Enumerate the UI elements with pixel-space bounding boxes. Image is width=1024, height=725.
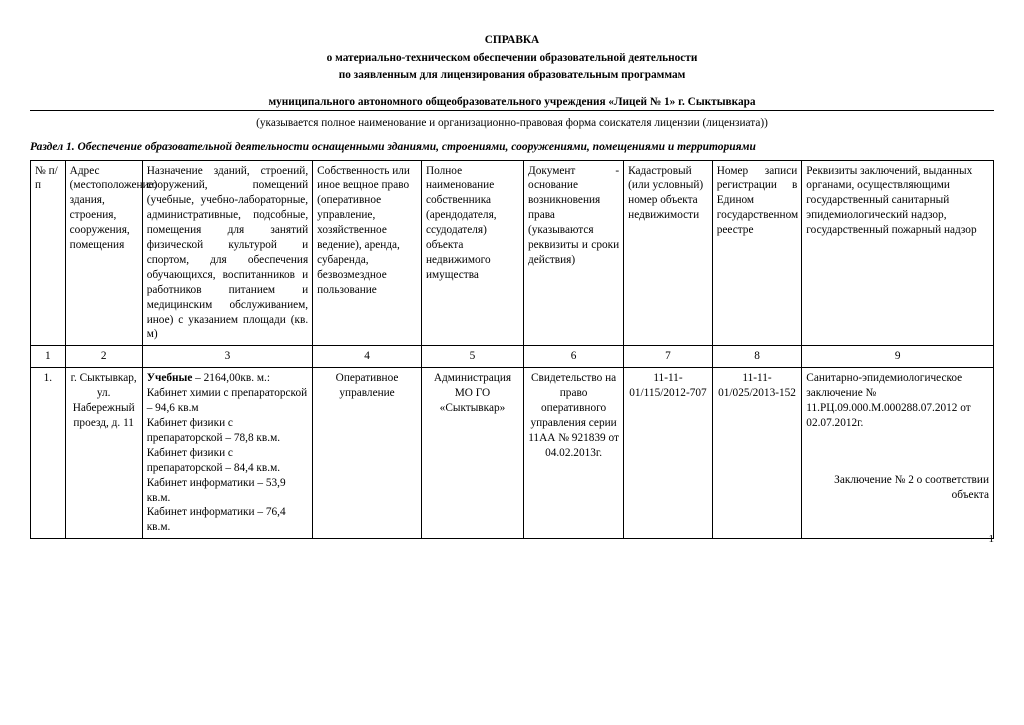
table-header-row: № п/п Адрес (местоположение) здания, стр…: [31, 160, 994, 346]
number-cell: 1: [31, 346, 66, 368]
data-cell: Свидетельство на право оперативного упра…: [524, 368, 624, 539]
table-data-row: 1. г. Сыктывкар, ул. Набережный проезд, …: [31, 368, 994, 539]
section-heading: Раздел 1. Обеспечение образовательной де…: [30, 141, 994, 153]
data-cell-c2: Учебные – 2164,00кв. м.:Кабинет химии с …: [142, 368, 312, 539]
data-cell: 1.: [31, 368, 66, 539]
data-cell: г. Сыктывкар, ул. Набережный проезд, д. …: [65, 368, 142, 539]
header-cell: Реквизиты заключений, выданных органами,…: [802, 160, 994, 346]
data-cell: 11-11-01/025/2013-152: [712, 368, 802, 539]
number-cell: 7: [624, 346, 713, 368]
data-cell: 11-11-01/115/2012-707: [624, 368, 713, 539]
c8-spacer: [806, 431, 989, 473]
title-line-2: о материально-техническом обеспечении об…: [30, 50, 994, 68]
c8-top: Санитарно-эпидемиологическое заключение …: [806, 371, 989, 431]
page-number: 1: [989, 533, 995, 545]
org-name: муниципального автономного общеобразоват…: [30, 96, 994, 108]
c2-bold: Учебные: [147, 372, 193, 384]
c2-rest: – 2164,00кв. м.:Кабинет химии с препарат…: [147, 372, 307, 533]
title-line-3: по заявленным для лицензирования образов…: [30, 67, 994, 85]
title-line-1: СПРАВКА: [30, 32, 994, 50]
number-cell: 8: [712, 346, 802, 368]
paren-note: (указывается полное наименование и орган…: [30, 117, 994, 129]
header-cell: Номер записи регистрации в Едином госуда…: [712, 160, 802, 346]
header-cell: Кадастровый (или условный) номер объекта…: [624, 160, 713, 346]
data-cell: Оперативное управление: [313, 368, 422, 539]
data-cell-c8: Санитарно-эпидемиологическое заключение …: [802, 368, 994, 539]
number-cell: 6: [524, 346, 624, 368]
header-cell: Полное наименование собственника (арендо…: [421, 160, 523, 346]
number-cell: 3: [142, 346, 312, 368]
number-cell: 2: [65, 346, 142, 368]
header-cell: Документ - основание возникновения права…: [524, 160, 624, 346]
data-cell: Администрация МО ГО «Сыктывкар»: [421, 368, 523, 539]
header-cell: № п/п: [31, 160, 66, 346]
header-cell: Назначение зданий, строений, сооружений,…: [142, 160, 312, 346]
number-cell: 5: [421, 346, 523, 368]
table-number-row: 1 2 3 4 5 6 7 8 9: [31, 346, 994, 368]
divider: [30, 110, 994, 111]
header-cell: Адрес (местоположение) здания, строения,…: [65, 160, 142, 346]
c8-bottom: Заключение № 2 о соответствии объекта: [806, 473, 989, 503]
document-page: СПРАВКА о материально-техническом обеспе…: [0, 0, 1024, 547]
main-table: № п/п Адрес (местоположение) здания, стр…: [30, 160, 994, 540]
header-cell: Собственность или иное вещное право (опе…: [313, 160, 422, 346]
number-cell: 4: [313, 346, 422, 368]
number-cell: 9: [802, 346, 994, 368]
title-block: СПРАВКА о материально-техническом обеспе…: [30, 32, 994, 85]
